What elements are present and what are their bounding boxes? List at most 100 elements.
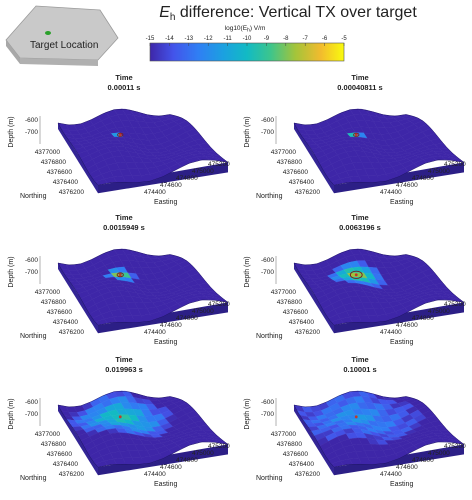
easting-tick-label: 474600	[396, 322, 418, 329]
surface-side-wall	[58, 405, 98, 476]
surface-side-wall	[334, 444, 464, 476]
easting-tick-label: 475000	[428, 168, 450, 175]
easting-tick-label: 474600	[396, 464, 418, 471]
northing-tick-label: 4376400	[53, 319, 79, 326]
easting-tick-label: 475000	[192, 308, 214, 315]
panel-time-label: Time	[351, 355, 368, 364]
northing-tick-label: 4376800	[277, 159, 303, 166]
easting-tick-label: 475200	[208, 161, 230, 168]
figure-title: Eh difference: Vertical TX over target	[159, 4, 417, 23]
surface-side-wall	[98, 162, 228, 194]
target-point	[354, 133, 358, 137]
panel-time-value: 0.10001 s	[343, 365, 376, 374]
colorbar-tick-label: -15	[146, 36, 155, 42]
target-location-inset: Target Location	[5, 5, 119, 66]
easting-tick-label: 475200	[444, 301, 466, 308]
surface-side-wall	[58, 123, 98, 194]
surface-outline	[57, 390, 229, 468]
northing-axis-label: Northing	[20, 193, 47, 200]
easting-axis-label: Easting	[390, 481, 413, 488]
easting-tick-label: 474800	[412, 457, 434, 464]
easting-tick-label: 474400	[144, 471, 166, 478]
northing-axis-label: Northing	[256, 475, 283, 482]
depth-tick-label: -700	[25, 411, 38, 418]
northing-axis-label: Northing	[20, 475, 47, 482]
northing-tick-label: 4376200	[295, 471, 321, 478]
depth-tick-label: -600	[25, 117, 38, 124]
target-contour	[117, 132, 124, 137]
northing-tick-label: 4376400	[289, 319, 315, 326]
target-contour	[349, 270, 363, 279]
depth-tick-label: -700	[25, 269, 38, 276]
title-sub: h	[170, 12, 176, 23]
northing-tick-label: 4377000	[271, 289, 297, 296]
panel-time-value: 0.0063196 s	[339, 223, 381, 232]
surface-side-wall	[58, 263, 98, 334]
colorbar-tick-label: -13	[184, 36, 193, 42]
surface-side-wall	[294, 263, 334, 334]
panel-time-value: 0.00011 s	[108, 83, 141, 92]
depth-tick-label: -700	[261, 411, 274, 418]
depth-axis-label: Depth (m)	[244, 398, 251, 429]
northing-tick-label: 4376400	[289, 461, 315, 468]
target-point	[354, 415, 358, 419]
easting-tick-label: 474600	[160, 182, 182, 189]
colorbar-tick-label: -9	[264, 36, 270, 42]
easting-tick-label: 474400	[380, 329, 402, 336]
depth-axis-label: Depth (m)	[244, 256, 251, 287]
easting-tick-label: 475000	[428, 308, 450, 315]
northing-tick-label: 4376800	[41, 441, 67, 448]
panel-time-label: Time	[115, 355, 132, 364]
surface-side-wall	[294, 123, 334, 194]
northing-tick-label: 4377000	[271, 149, 297, 156]
target-point	[354, 273, 358, 277]
easting-tick-label: 475200	[444, 161, 466, 168]
depth-tick-label: -600	[261, 117, 274, 124]
panel-time-label: Time	[115, 73, 132, 82]
depth-tick-label: -600	[25, 257, 38, 264]
easting-axis-label: Easting	[390, 339, 413, 346]
target-contour	[353, 132, 360, 137]
northing-tick-label: 4376400	[289, 179, 315, 186]
northing-tick-label: 4376600	[283, 451, 309, 458]
panel-time-label: Time	[115, 213, 132, 222]
northing-tick-label: 4376600	[47, 451, 73, 458]
easting-tick-label: 474800	[176, 175, 198, 182]
panel-time-value: 0.0015949 s	[103, 223, 145, 232]
colorbar-tick-label: -8	[283, 36, 289, 42]
easting-tick-label: 474800	[412, 315, 434, 322]
northing-tick-label: 4376600	[47, 169, 73, 176]
title-rest: difference: Vertical TX over target	[175, 4, 417, 21]
northing-tick-label: 4376800	[277, 299, 303, 306]
panel-time-value: 0.019963 s	[105, 365, 143, 374]
depth-tick-label: -700	[25, 129, 38, 136]
northing-axis-label: Northing	[256, 193, 283, 200]
colorbar-label: log10(Eh) V/m	[225, 25, 266, 34]
target-contour	[116, 272, 124, 278]
colorbar-tick-label: -10	[243, 36, 252, 42]
surface-side-wall	[98, 444, 228, 476]
northing-tick-label: 4376800	[277, 441, 303, 448]
northing-tick-label: 4376600	[283, 309, 309, 316]
depth-tick-label: -600	[261, 257, 274, 264]
easting-tick-label: 475200	[444, 443, 466, 450]
easting-tick-label: 475000	[192, 168, 214, 175]
northing-tick-label: 4376200	[295, 329, 321, 336]
northing-tick-label: 4376200	[59, 189, 85, 196]
surface-outline	[57, 108, 229, 186]
surface-outline	[57, 248, 229, 326]
easting-tick-label: 474600	[160, 464, 182, 471]
easting-axis-label: Easting	[154, 199, 177, 206]
inset-label: Target Location	[30, 40, 98, 51]
surface-side-wall	[334, 302, 464, 334]
title-prefix: E	[159, 4, 170, 21]
northing-tick-label: 4377000	[271, 431, 297, 438]
easting-tick-label: 474800	[176, 315, 198, 322]
northing-axis-label: Northing	[20, 333, 47, 340]
